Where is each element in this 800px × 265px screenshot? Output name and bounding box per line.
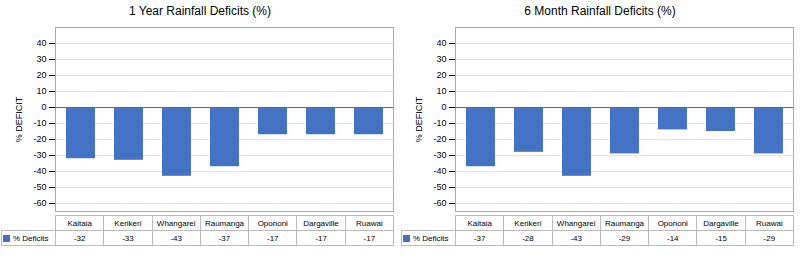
html-text:Ruawai: Ruawai [356, 218, 383, 228]
html-text:-29: -29 [618, 233, 631, 243]
html-text:Raumanga: Raumanga [604, 218, 644, 228]
html-text:-14: -14 [667, 233, 679, 243]
html-text:-28: -28 [522, 233, 534, 243]
svg-text:-30: -30 [33, 150, 46, 160]
html-text:1 Year Rainfall Deficits (%): 1 Year Rainfall Deficits (%) [129, 4, 271, 18]
svg-text:% DEFICIT: % DEFICIT [414, 96, 424, 142]
svg-text:-30: -30 [433, 150, 446, 160]
html-text:Whangarei: Whangarei [556, 218, 596, 228]
svg-text:30: 30 [436, 54, 446, 64]
svg-text:-10: -10 [433, 118, 446, 128]
html-text:Kaitaia: Kaitaia [67, 218, 92, 228]
svg-text:10: 10 [36, 86, 46, 96]
html-text:Kerikeri: Kerikeri [514, 218, 542, 228]
html-text:Opononi: Opononi [257, 218, 288, 228]
html-text:Dargaville: Dargaville [703, 218, 739, 228]
html-text:-33: -33 [122, 233, 134, 243]
svg-text:-10: -10 [33, 118, 46, 128]
html-text:Kerikeri: Kerikeri [114, 218, 142, 228]
svg-text:-20: -20 [33, 134, 46, 144]
svg-text:30: 30 [36, 54, 46, 64]
html-text:-17: -17 [363, 233, 376, 243]
svg-text:-60: -60 [33, 198, 46, 208]
svg-text:-40: -40 [433, 166, 446, 176]
html-text:-43: -43 [570, 233, 582, 243]
html-text:-17: -17 [267, 233, 279, 243]
html-text:-32: -32 [73, 233, 86, 243]
svg-text:-40: -40 [33, 166, 46, 176]
html-text:-17: -17 [315, 233, 327, 243]
html-text:Opononi: Opononi [657, 218, 688, 228]
html-text:6 Month Rainfall Deficits (%): 6 Month Rainfall Deficits (%) [524, 4, 676, 18]
html-text:-37: -37 [473, 233, 486, 243]
svg-text:% DEFICIT: % DEFICIT [14, 96, 24, 142]
svg-text:20: 20 [436, 70, 446, 80]
html-text:-43: -43 [170, 233, 182, 243]
html-text:Whangarei: Whangarei [156, 218, 196, 228]
svg-text:40: 40 [436, 38, 446, 48]
html-text:-37: -37 [218, 233, 231, 243]
html-text:-15: -15 [715, 233, 727, 243]
html-text:-29: -29 [763, 233, 776, 243]
svg-text:-50: -50 [33, 182, 46, 192]
html-text:Kaitaia: Kaitaia [467, 218, 492, 228]
html-text:% Deficits: % Deficits [413, 233, 449, 243]
svg-text:20: 20 [36, 70, 46, 80]
svg-text:-20: -20 [433, 134, 446, 144]
svg-text:0: 0 [441, 102, 446, 112]
svg-text:0: 0 [41, 102, 46, 112]
svg-text:10: 10 [436, 86, 446, 96]
html-text:Dargaville: Dargaville [303, 218, 339, 228]
svg-text:-50: -50 [433, 182, 446, 192]
html-text:Raumanga: Raumanga [204, 218, 244, 228]
svg-text:-60: -60 [433, 198, 446, 208]
html-text:Ruawai: Ruawai [756, 218, 783, 228]
html-text:% Deficits: % Deficits [13, 233, 49, 243]
svg-text:40: 40 [36, 38, 46, 48]
